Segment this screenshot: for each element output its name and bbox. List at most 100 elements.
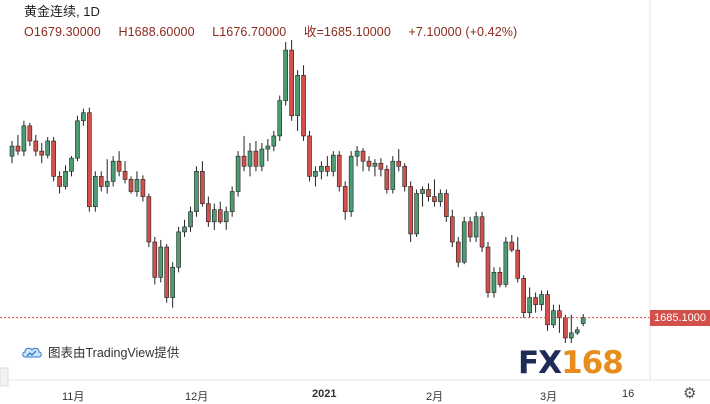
candle [188,206,193,232]
candle-body [229,191,235,213]
candle [515,236,521,283]
candle [414,189,419,237]
candle-body [348,155,354,212]
candle [432,179,437,207]
candle-body [563,317,568,339]
candle-body [134,179,140,192]
candle-body [467,221,473,238]
candle-body [170,266,175,298]
candle-body [182,226,187,233]
candle [93,171,98,212]
candle [164,244,169,303]
candle-body [402,165,408,187]
candle-body [414,193,419,235]
candle [384,165,390,194]
candle [557,304,562,333]
candle-body [455,241,461,263]
candle-body [378,162,384,170]
candle-body [515,249,521,279]
candle [45,136,51,159]
candle [438,189,443,207]
candle-body [140,179,146,197]
candle [170,262,175,308]
candle-body [39,150,45,156]
candle-body [426,189,431,197]
logo-num: 168 [561,345,624,381]
candle-body [283,49,289,101]
candle [449,209,455,248]
candle [396,149,402,172]
candle-body [164,246,169,298]
candle-body [461,221,467,263]
candle-body [259,148,265,167]
candle [574,326,580,335]
candle [33,134,39,157]
candle [200,161,205,207]
candle [408,181,413,242]
candle [289,40,294,121]
candle-body [57,176,62,187]
candle-body [336,154,342,187]
candle-body [301,75,306,137]
candle-body [557,310,562,319]
candle [51,136,56,182]
candle [497,267,503,288]
candle [336,151,342,192]
candle [229,186,235,217]
candle [63,165,68,190]
candle [152,236,158,285]
candle-body [81,112,86,122]
candle [527,287,532,318]
candle-body [360,150,366,162]
candle-body [539,294,544,305]
candle [81,108,86,126]
candle-body [27,125,33,142]
candle-body [241,155,247,167]
candle-body [509,241,515,251]
candle [39,143,45,164]
candle [122,161,128,184]
candle-body [330,154,336,172]
candle-body [104,181,110,187]
candle-body [158,246,164,278]
candle [426,183,431,202]
candle-body [21,125,27,152]
candle [182,219,187,237]
candle-body [527,297,532,313]
candle [390,156,396,194]
candle-body [253,150,259,167]
candle [277,95,283,141]
x-tick-16: 16 [622,388,635,400]
candle-body [212,209,217,223]
settings-gear-icon[interactable]: ⚙ [683,385,697,402]
candle-body [93,176,98,207]
candle-body [289,49,294,117]
candle-body [110,160,116,182]
tradingview-attribution[interactable]: 图表由TradingView提供 [22,342,179,361]
candle-body [75,120,80,159]
candle [15,134,21,156]
candle [539,290,544,311]
candle [545,290,550,331]
x-tick-feb: 2月 [426,391,444,403]
candle [223,206,229,230]
candle [57,171,62,194]
candle [98,171,104,192]
open-value: O1679.30000 [24,25,101,39]
candle [479,211,485,253]
candle-body [223,211,229,223]
candle [319,161,324,180]
candle [580,314,586,327]
candle [342,181,348,220]
candle-body [271,135,277,147]
candle [313,166,318,187]
x-tick-nov: 11月 [62,391,85,403]
candle [128,176,134,194]
candle-body [122,171,128,180]
change-value: +7.10000 (+0.42%) [408,25,518,39]
candle-body [33,140,39,152]
candle-body [533,297,538,305]
candle-body [473,216,479,238]
candle-body [128,179,134,192]
